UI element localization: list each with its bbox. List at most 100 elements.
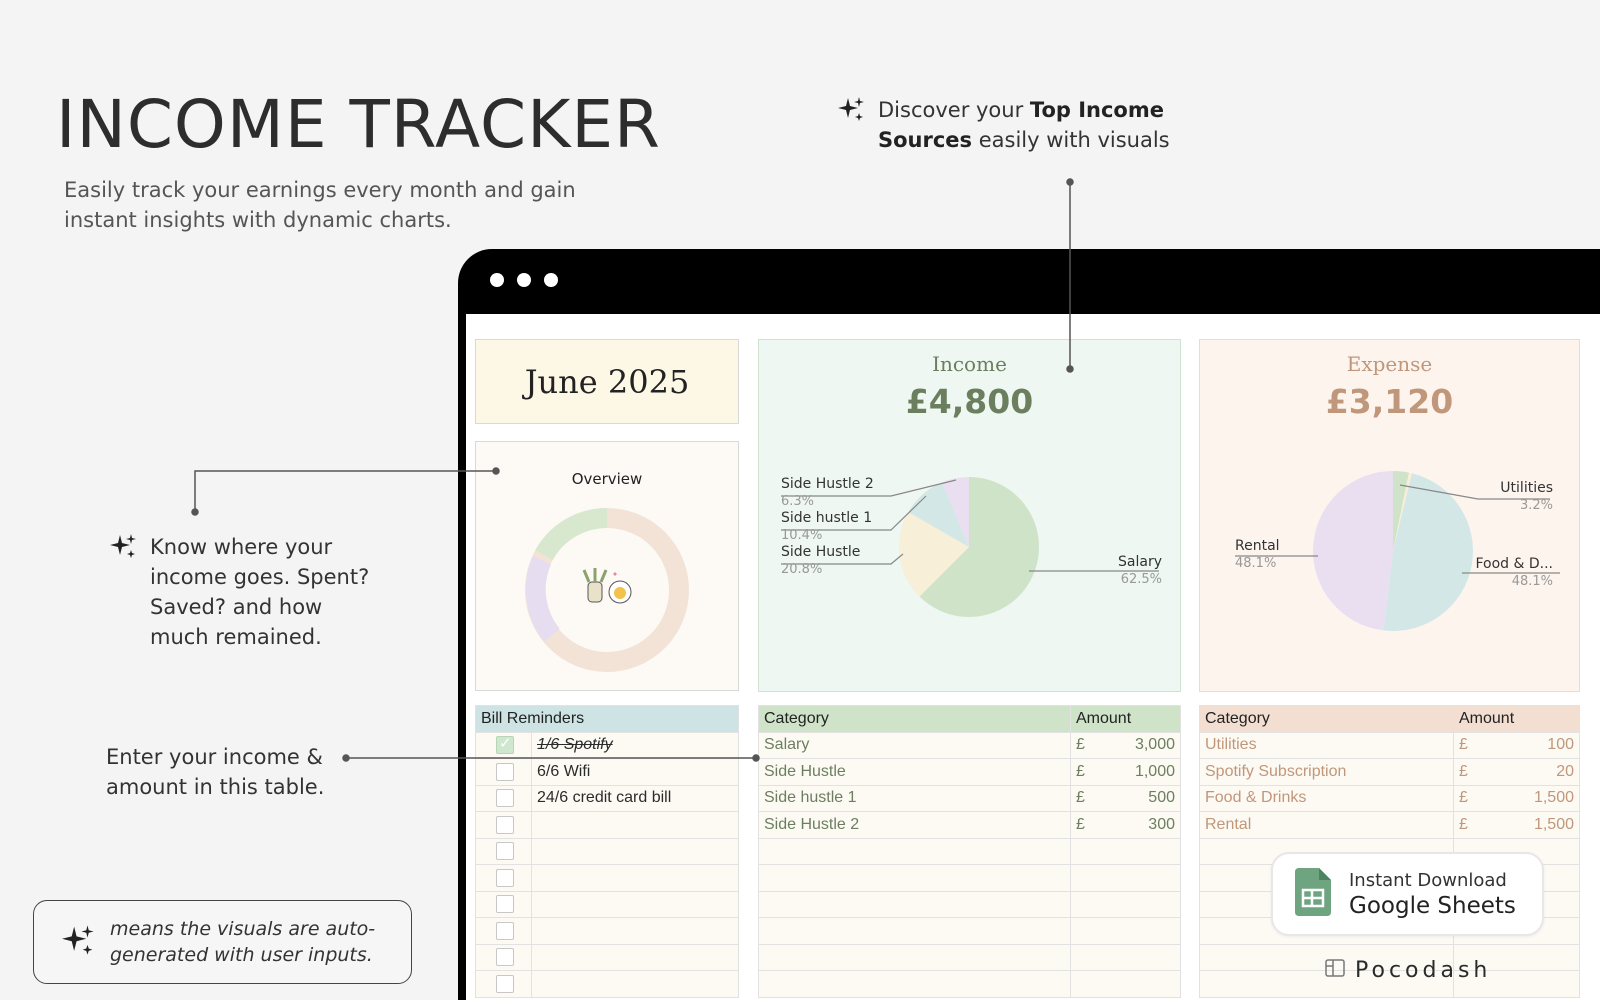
bill-text[interactable]: 1/6 Spotify (531, 731, 739, 759)
income-amount-cell[interactable]: 3,000 (1101, 731, 1182, 759)
income-category-cell[interactable]: Side hustle 1 (758, 784, 1071, 812)
bill-checkbox[interactable] (496, 974, 514, 993)
expense-amount-cell[interactable]: 1,500 (1488, 811, 1580, 839)
bill-checkbox[interactable] (496, 895, 514, 914)
income-category-cell[interactable] (758, 943, 1071, 971)
income-category-cell[interactable]: Side Hustle (758, 758, 1071, 786)
expense-currency-cell: £ (1452, 758, 1489, 786)
sparkle-icon (838, 95, 866, 155)
income-category-cell[interactable] (758, 837, 1071, 865)
expense-category-cell[interactable]: Food & Drinks (1199, 784, 1454, 812)
expense-amount-cell[interactable] (1488, 943, 1580, 971)
bill-checkbox-cell (475, 837, 532, 865)
bill-checkbox[interactable] (496, 948, 514, 967)
income-amount-cell[interactable] (1101, 837, 1182, 865)
overview-panel: Overview (475, 441, 739, 691)
expense-row: Spotify Subscription £20 (1199, 758, 1580, 786)
expense-category-cell[interactable]: Rental (1199, 811, 1454, 839)
bill-checkbox-cell (475, 917, 532, 945)
bill-text[interactable] (531, 943, 739, 971)
expense-slice-2 (1383, 473, 1473, 631)
bill-row (475, 837, 739, 865)
income-row: Side Hustle 2 £300 (758, 811, 1182, 839)
download-line2: Google Sheets (1349, 892, 1516, 919)
income-category-cell[interactable] (758, 970, 1071, 998)
bill-text[interactable]: 24/6 credit card bill (531, 784, 739, 812)
income-row (758, 864, 1182, 892)
income-amount-cell[interactable] (1101, 864, 1182, 892)
expense-title: Expense (1346, 352, 1433, 376)
income-category-cell[interactable] (758, 917, 1071, 945)
income-amount-cell[interactable]: 500 (1101, 784, 1182, 812)
income-row (758, 970, 1182, 998)
bill-checkbox[interactable] (496, 815, 514, 834)
income-amount: £4,800 (905, 382, 1034, 421)
download-line1: Instant Download (1349, 869, 1507, 891)
bill-checkbox[interactable] (496, 868, 514, 887)
expense-currency-cell: £ (1452, 784, 1489, 812)
income-col-category: Category (758, 705, 1071, 733)
income-amount-cell[interactable]: 300 (1101, 811, 1182, 839)
income-row: Side Hustle £1,000 (758, 758, 1182, 786)
bill-text[interactable] (531, 890, 739, 918)
page-title: INCOME TRACKER (56, 86, 661, 163)
bill-text[interactable] (531, 970, 739, 998)
bill-row: 1/6 Spotify (475, 731, 739, 759)
expense-amount-cell[interactable]: 20 (1488, 758, 1580, 786)
income-table: Category Amount Salary £3,000 Side Hustle £… (758, 705, 1182, 998)
income-pie-chart (781, 477, 1159, 617)
income-amount-cell[interactable] (1101, 890, 1182, 918)
mascot-icon (582, 568, 632, 604)
expense-col-amount: Amount (1453, 705, 1580, 733)
income-currency-cell: £ (1070, 758, 1102, 786)
income-category-cell[interactable]: Side Hustle 2 (758, 811, 1071, 839)
bill-checkbox[interactable] (496, 789, 514, 808)
income-row (758, 890, 1182, 918)
bill-checkbox[interactable] (496, 734, 514, 755)
income-amount-cell[interactable]: 1,000 (1101, 758, 1182, 786)
expense-card: Expense £3,120 Utilities 3.2% Rental 48.1%… (1199, 339, 1580, 692)
expense-amount-cell[interactable]: 100 (1488, 731, 1580, 759)
bill-reminders-header: Bill Reminders (475, 705, 739, 733)
expense-currency-cell (1452, 970, 1489, 998)
bill-text[interactable] (531, 837, 739, 865)
income-category-cell[interactable]: Salary (758, 731, 1071, 759)
expense-label-utilities: Utilities 3.2% (1500, 480, 1553, 513)
bill-checkbox[interactable] (496, 921, 514, 940)
expense-category-cell[interactable]: Spotify Subscription (1199, 758, 1454, 786)
callout-left-overview: Know where your income goes. Spent? Save… (110, 532, 370, 652)
expense-label-rental: Rental 48.1% (1235, 538, 1280, 571)
income-label-salary: Salary 62.5% (1118, 554, 1162, 587)
bill-text[interactable] (531, 811, 739, 839)
callout-enter-income: Enter your income & amount in this table… (106, 745, 325, 799)
bill-text[interactable] (531, 917, 739, 945)
expense-row (1199, 943, 1580, 971)
expense-amount-cell[interactable] (1488, 970, 1580, 998)
income-currency-cell (1070, 970, 1102, 998)
income-category-cell[interactable] (758, 864, 1071, 892)
income-category-cell[interactable] (758, 890, 1071, 918)
income-amount-cell[interactable] (1101, 943, 1182, 971)
expense-row: Food & Drinks £1,500 (1199, 784, 1580, 812)
month-cell[interactable]: June 2025 (475, 339, 739, 424)
income-slice-1 (899, 512, 969, 597)
income-slice-0 (919, 477, 1039, 617)
expense-amount: £3,120 (1325, 382, 1454, 421)
callout-top-income-sources: Discover your Top Income Sources easily … (838, 95, 1198, 155)
expense-row: Rental £1,500 (1199, 811, 1580, 839)
income-currency-cell (1070, 837, 1102, 865)
bill-text[interactable] (531, 864, 739, 892)
instant-download-badge[interactable]: Instant Download Google Sheets (1271, 852, 1544, 936)
bill-checkbox[interactable] (496, 762, 514, 781)
expense-currency-cell (1452, 943, 1489, 971)
income-row (758, 917, 1182, 945)
expense-amount-cell[interactable]: 1,500 (1488, 784, 1580, 812)
bill-row (475, 811, 739, 839)
income-amount-cell[interactable] (1101, 970, 1182, 998)
expense-category-cell[interactable]: Utilities (1199, 731, 1454, 759)
income-amount-cell[interactable] (1101, 917, 1182, 945)
expense-row: Utilities £100 (1199, 731, 1580, 759)
bill-text[interactable]: 6/6 Wifi (531, 758, 739, 786)
bill-checkbox[interactable] (496, 842, 514, 861)
